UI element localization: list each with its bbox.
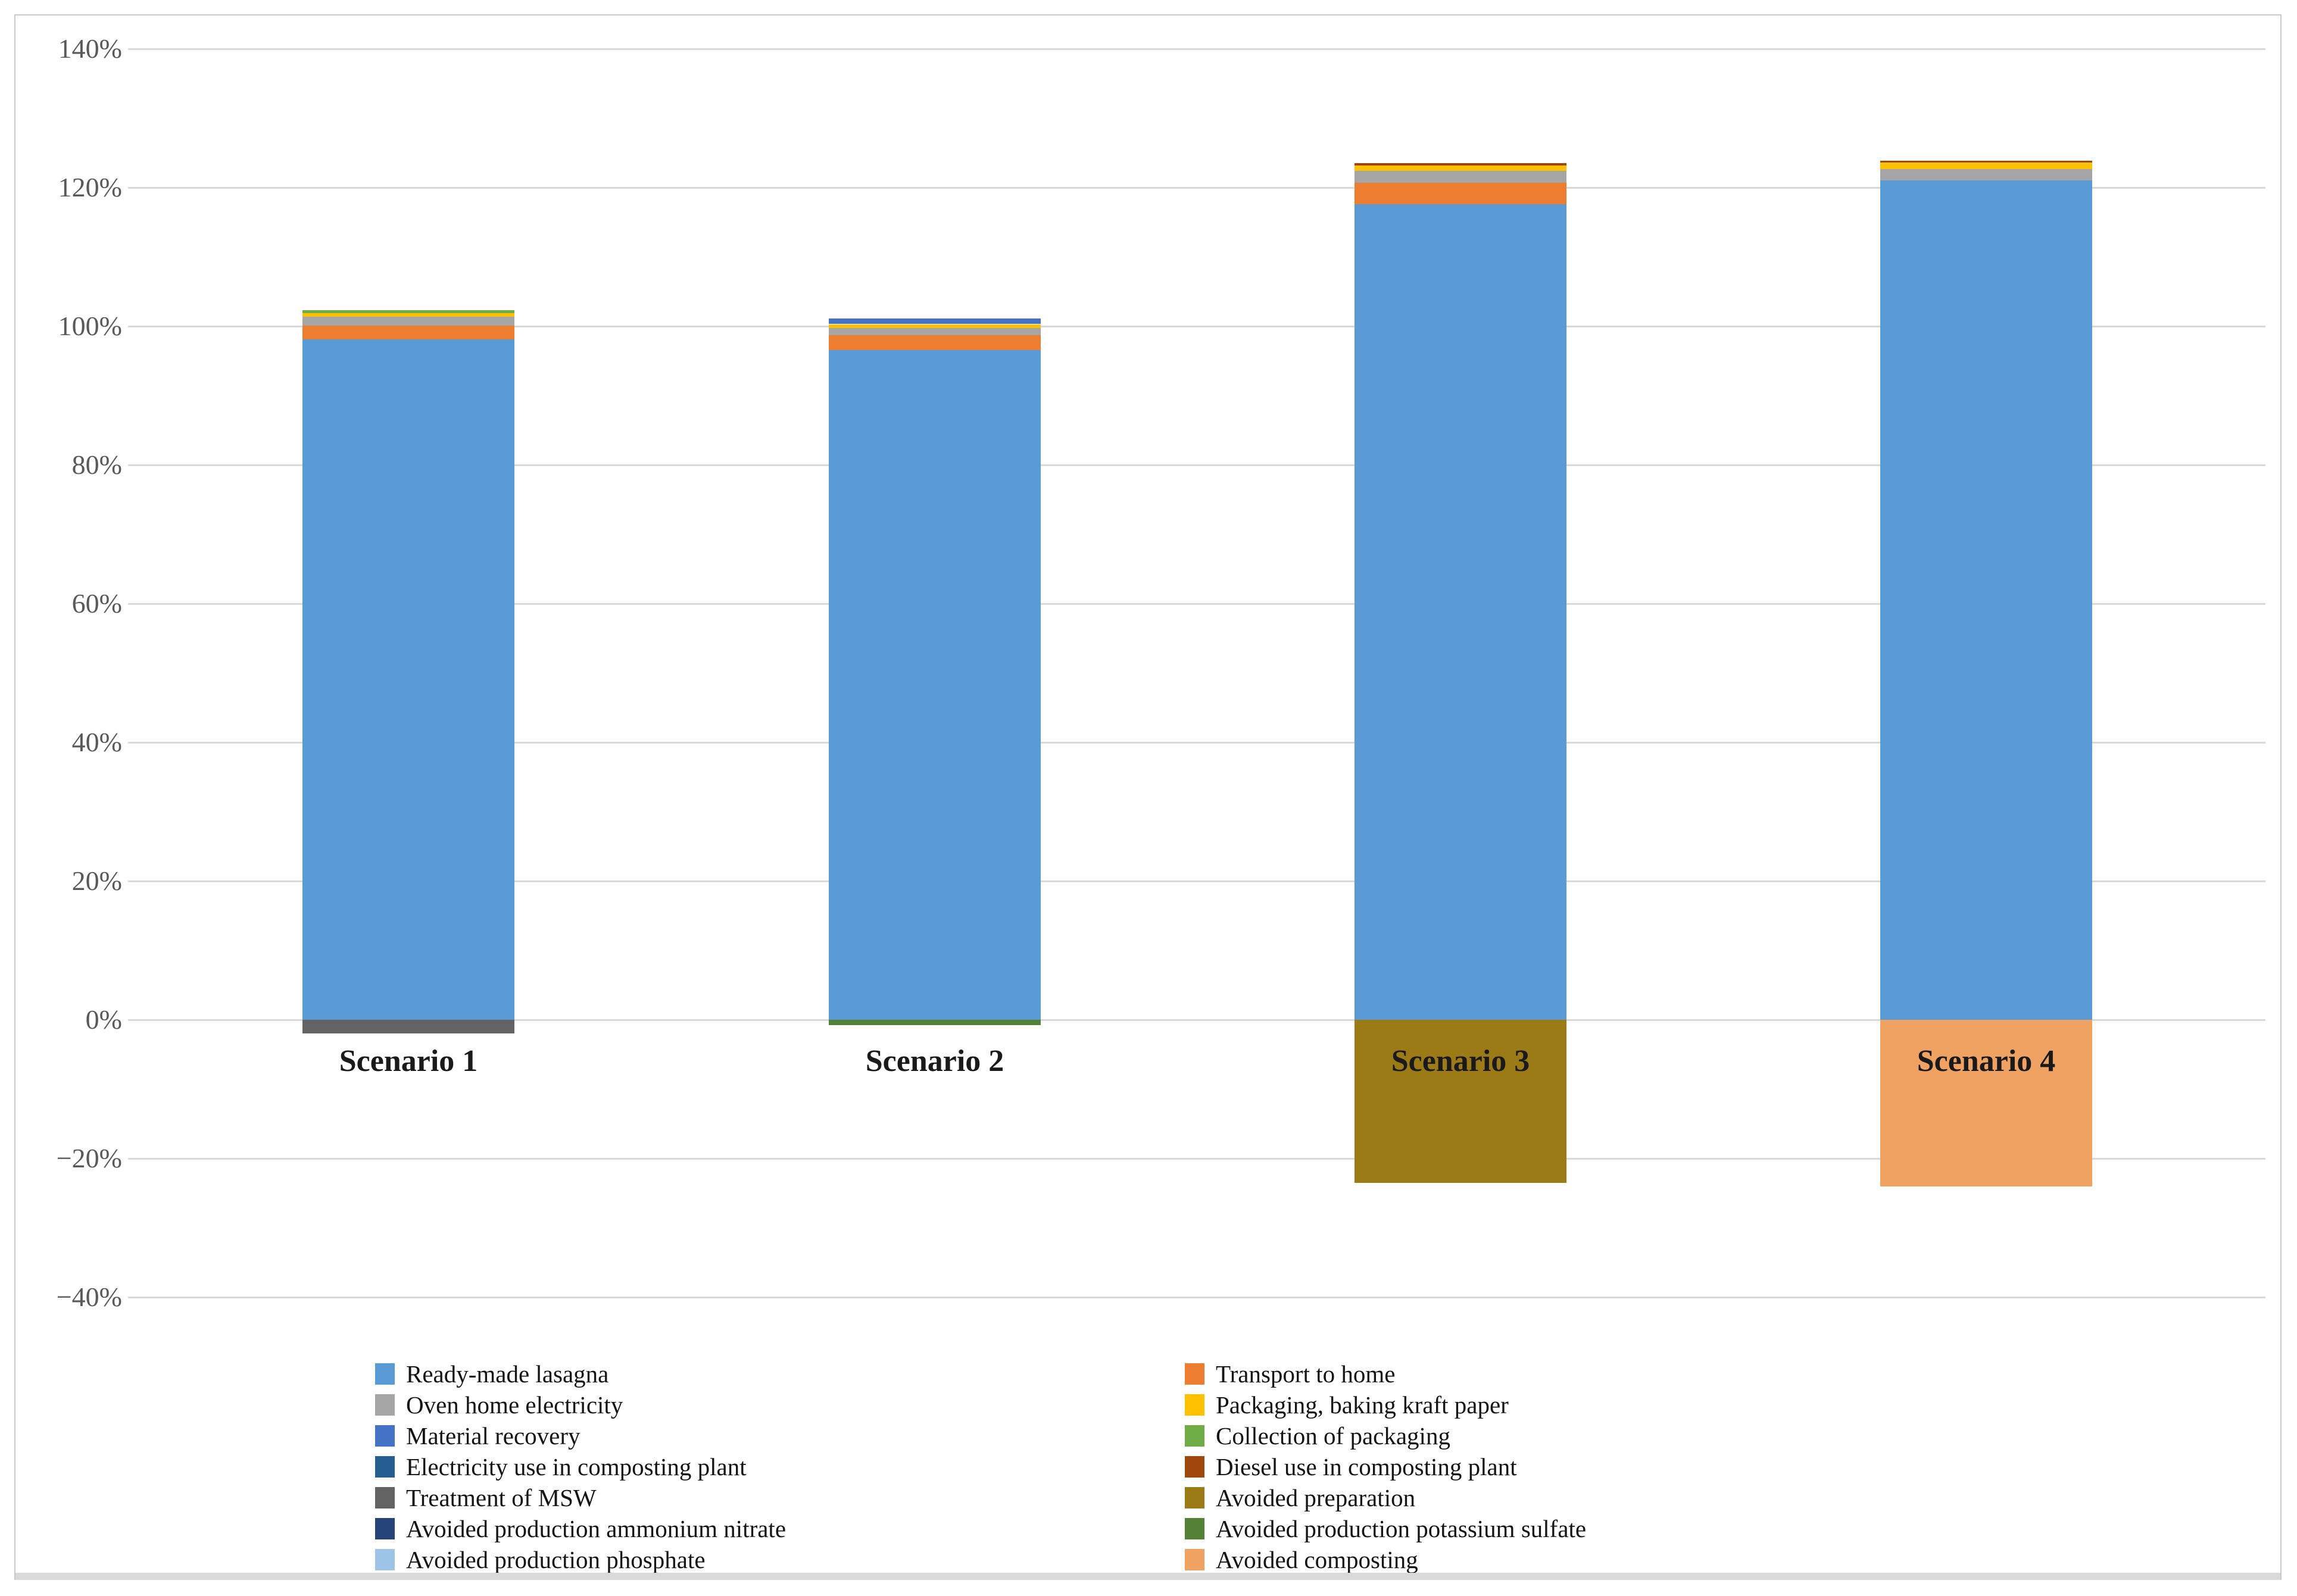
bar-segment (1880, 168, 2092, 181)
bar-segment (1355, 204, 1566, 1020)
gridline-140% (128, 48, 2265, 50)
bar-segment (302, 310, 514, 313)
gridline-120% (128, 186, 2265, 189)
bar-segment (1880, 180, 2092, 1020)
y-axis-tick-label: 60% (71, 588, 122, 619)
y-axis-tick-label: 140% (58, 33, 122, 64)
legend-label: Oven home electricity (406, 1391, 623, 1419)
legend-swatch-icon (1185, 1518, 1204, 1539)
y-axis-tick-label: 120% (58, 172, 122, 202)
legend-label: Transport to home (1216, 1360, 1396, 1388)
legend-swatch-icon (375, 1549, 395, 1570)
legend-swatch-icon (1185, 1487, 1204, 1508)
legend-swatch-icon (1185, 1394, 1204, 1416)
legend-label: Packaging, baking kraft paper (1216, 1391, 1509, 1419)
bar-segment (829, 335, 1041, 350)
gridline-80% (128, 464, 2265, 466)
category-label: Scenario 4 (1917, 1044, 2056, 1078)
bar-segment (302, 325, 514, 340)
legend-label: Collection of packaging (1216, 1422, 1450, 1450)
bar-segment (1355, 1020, 1566, 1183)
bar-segment (302, 339, 514, 1020)
bar-segment (829, 324, 1041, 329)
bottom-gray-strip (15, 1573, 2280, 1580)
legend-label: Avoided preparation (1216, 1484, 1416, 1511)
legend-swatch-icon (375, 1363, 395, 1385)
bar-segment (829, 1020, 1041, 1026)
gridline-−40% (128, 1296, 2265, 1298)
gridline-−20% (128, 1157, 2265, 1160)
legend-swatch-icon (1185, 1456, 1204, 1478)
bar-segment (829, 349, 1041, 1020)
bar-segment (1880, 163, 2092, 169)
legend-swatch-icon (375, 1518, 395, 1539)
y-axis-tick-label: −20% (56, 1143, 122, 1173)
legend-swatch-icon (1185, 1549, 1204, 1570)
y-axis-tick-label: 80% (71, 449, 122, 480)
bar-segment (1355, 182, 1566, 204)
legend-label: Material recovery (406, 1422, 581, 1450)
legend-label: Electricity use in composting plant (406, 1453, 747, 1481)
gridline-0% (128, 1019, 2265, 1021)
legend-label: Treatment of MSW (406, 1484, 597, 1511)
bar-segment (302, 1020, 514, 1034)
category-label: Scenario 3 (1391, 1044, 1530, 1078)
bar-segment (829, 328, 1041, 336)
bar-segment (1880, 1020, 2092, 1186)
bar-segment (302, 316, 514, 326)
legend-swatch-icon (375, 1456, 395, 1478)
gridline-60% (128, 602, 2265, 605)
legend-label: Avoided production phosphate (406, 1546, 706, 1573)
category-label: Scenario 1 (339, 1044, 478, 1078)
bar-segment (829, 318, 1041, 324)
bar-segment (1355, 171, 1566, 183)
y-axis-tick-label: 0% (85, 1004, 122, 1035)
y-axis-tick-label: 20% (71, 866, 122, 896)
legend-swatch-icon (1185, 1363, 1204, 1385)
y-axis-tick-label: 100% (58, 311, 122, 341)
y-axis-tick-label: 40% (71, 727, 122, 757)
bar-segment (1880, 160, 2092, 163)
legend-swatch-icon (1185, 1425, 1204, 1447)
legend-swatch-icon (375, 1394, 395, 1416)
legend-label: Ready-made lasagna (406, 1360, 609, 1388)
bar-segment (1355, 163, 1566, 165)
legend-swatch-icon (375, 1487, 395, 1508)
gridline-20% (128, 880, 2265, 882)
bar-segment (1355, 165, 1566, 171)
y-axis-tick-label: −40% (56, 1282, 122, 1312)
gridline-100% (128, 325, 2265, 327)
legend-label: Avoided production potassium sulfate (1216, 1515, 1587, 1542)
legend-label: Avoided production ammonium nitrate (406, 1515, 787, 1542)
gridline-40% (128, 741, 2265, 744)
bar-segment (302, 313, 514, 317)
legend-swatch-icon (375, 1425, 395, 1447)
category-label: Scenario 2 (865, 1044, 1004, 1078)
legend-label: Diesel use in composting plant (1216, 1453, 1517, 1481)
legend-label: Avoided composting (1216, 1546, 1418, 1573)
